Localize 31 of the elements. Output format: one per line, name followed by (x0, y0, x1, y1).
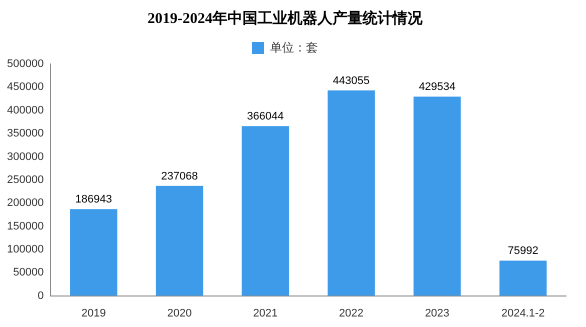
data-label: 75992 (508, 245, 538, 258)
chart-title: 2019-2024年中国工业机器人产量统计情况 (148, 10, 424, 27)
x-tick-label: 2022 (339, 307, 364, 320)
data-label: 186943 (75, 194, 112, 206)
bar (156, 186, 204, 296)
x-tick-label: 2021 (253, 307, 278, 320)
y-tick-label: 100000 (6, 243, 44, 256)
y-tick-label: 400000 (6, 104, 44, 116)
x-tick-label: 2023 (424, 307, 450, 320)
bar (499, 260, 547, 296)
y-tick-label: 300000 (6, 150, 44, 163)
legend-label: 单位：套 (270, 40, 318, 54)
x-tick-label: 2024.1-2 (501, 307, 545, 320)
data-label: 429534 (418, 81, 456, 94)
y-tick-label: 350000 (6, 128, 44, 140)
y-tick-label: 50000 (13, 266, 44, 279)
bar (414, 96, 461, 296)
bar (242, 126, 290, 296)
data-label: 237068 (161, 170, 198, 182)
x-tick-label: 2020 (167, 307, 192, 320)
data-label: 366044 (247, 110, 284, 123)
y-tick-label: 150000 (6, 220, 44, 232)
data-label: 443055 (332, 74, 370, 87)
y-tick-label: 500000 (6, 58, 44, 70)
y-tick-label: 200000 (6, 197, 44, 210)
y-tick-label: 0 (38, 290, 44, 302)
bar (70, 209, 118, 296)
y-tick-label: 450000 (6, 81, 44, 94)
x-tick-label: 2019 (81, 307, 106, 320)
bar (328, 90, 375, 296)
y-tick-label: 250000 (6, 174, 44, 186)
